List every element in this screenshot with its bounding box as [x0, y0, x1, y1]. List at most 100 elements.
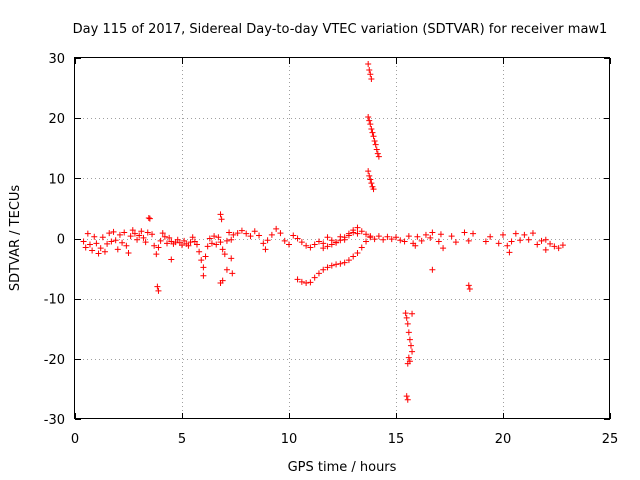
y-tick-label: 30	[48, 52, 65, 67]
data-point	[371, 236, 378, 243]
chart-title: Day 115 of 2017, Sidereal Day-to-day VTE…	[73, 22, 608, 37]
data-point	[298, 278, 305, 285]
data-point	[370, 133, 377, 140]
data-point	[542, 236, 549, 243]
data-point	[551, 243, 558, 250]
data-point	[500, 231, 506, 238]
data-point	[333, 261, 340, 268]
data-point	[166, 234, 173, 241]
data-point	[114, 246, 121, 253]
data-point	[487, 233, 494, 240]
data-point	[504, 242, 511, 249]
data-point	[159, 230, 166, 237]
data-point	[495, 240, 502, 247]
data-point	[341, 234, 348, 241]
x-tick-label: 0	[71, 432, 79, 447]
data-point	[217, 211, 224, 218]
data-point	[388, 236, 395, 243]
data-point	[365, 168, 372, 175]
data-point	[153, 251, 160, 258]
data-point	[414, 233, 421, 240]
data-point	[215, 234, 222, 241]
data-point	[161, 233, 168, 240]
data-point	[134, 236, 141, 243]
data-point	[429, 266, 436, 273]
data-point	[155, 244, 162, 251]
data-point	[529, 230, 536, 237]
data-point	[228, 236, 235, 243]
data-point	[138, 228, 145, 235]
data-point	[168, 256, 175, 263]
data-point	[555, 245, 562, 252]
data-point	[418, 237, 425, 244]
data-point	[303, 242, 310, 249]
data-point	[243, 230, 250, 237]
data-point	[268, 231, 275, 238]
data-point	[372, 141, 379, 148]
data-point	[366, 117, 373, 124]
data-point	[131, 230, 138, 237]
data-point	[89, 247, 96, 254]
data-point	[375, 233, 382, 240]
data-point	[324, 243, 331, 250]
data-point	[315, 238, 322, 245]
data-point	[403, 393, 410, 400]
data-point	[221, 251, 228, 258]
data-point	[238, 227, 245, 234]
data-point	[333, 239, 340, 246]
data-point	[404, 320, 411, 327]
data-point	[303, 280, 310, 287]
data-point	[452, 239, 459, 246]
data-point	[112, 237, 119, 244]
data-point	[440, 245, 447, 252]
data-point	[226, 229, 233, 236]
data-point	[206, 235, 213, 242]
data-point	[164, 240, 171, 247]
data-point	[123, 242, 130, 249]
data-point	[277, 230, 284, 237]
data-point	[407, 342, 414, 349]
data-point	[375, 153, 382, 160]
data-point	[324, 234, 331, 241]
data-point	[211, 233, 218, 240]
data-point	[101, 248, 108, 255]
data-point	[559, 242, 566, 249]
data-point	[157, 237, 164, 244]
data-point	[110, 228, 117, 235]
data-point	[358, 228, 365, 235]
data-point	[435, 238, 442, 245]
y-axis-label: SDTVAR / TECUs	[8, 185, 23, 292]
data-point	[91, 233, 98, 240]
data-point	[198, 257, 205, 264]
data-point	[341, 259, 348, 266]
data-point	[363, 231, 370, 238]
data-point	[187, 239, 194, 246]
data-point	[86, 241, 93, 248]
data-point	[350, 227, 357, 234]
data-point	[384, 233, 391, 240]
data-point	[154, 283, 161, 290]
data-point	[345, 257, 352, 264]
data-point	[397, 237, 404, 244]
data-point	[547, 240, 554, 247]
data-point	[337, 260, 344, 267]
data-point	[260, 240, 267, 247]
data-point	[465, 237, 472, 244]
data-point	[217, 239, 224, 246]
x-tick-label: 20	[495, 432, 512, 447]
data-point	[427, 234, 434, 241]
data-point	[97, 245, 104, 252]
data-point	[262, 246, 269, 253]
data-point	[213, 241, 220, 248]
data-point	[354, 230, 361, 237]
grid	[75, 58, 610, 419]
data-point	[337, 237, 344, 244]
data-point	[412, 242, 419, 249]
data-point	[204, 243, 211, 250]
data-point	[127, 233, 134, 240]
data-point	[99, 234, 106, 241]
data-point	[256, 232, 263, 239]
data-point	[404, 360, 411, 367]
data-point	[149, 231, 156, 238]
